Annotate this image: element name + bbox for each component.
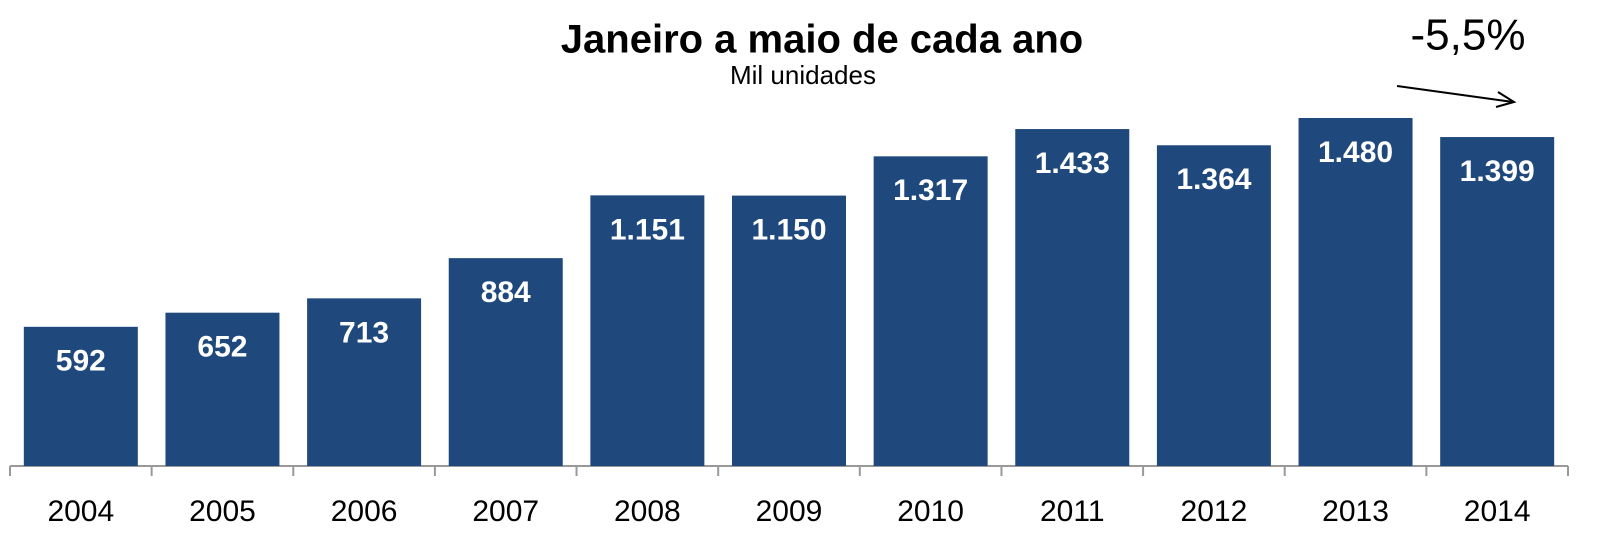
bar	[1015, 129, 1130, 467]
arrow	[1396, 85, 1517, 108]
annotation: -5,5%	[1411, 11, 1526, 60]
x-tick-label: 2014	[1464, 495, 1531, 528]
bar	[590, 195, 705, 466]
data-label: 1.151	[610, 213, 685, 246]
x-tick-label: 2005	[189, 495, 256, 528]
bar	[732, 195, 846, 466]
data-label: 1.317	[893, 174, 968, 207]
x-tick-label: 2006	[331, 495, 398, 528]
data-label: 592	[56, 345, 106, 378]
bar	[1440, 137, 1555, 466]
x-tick-label: 2008	[614, 495, 681, 528]
x-tick-label: 2004	[47, 495, 114, 528]
arrow-head	[1495, 91, 1517, 108]
data-label: 1.364	[1176, 163, 1251, 196]
bar	[165, 312, 280, 466]
bar	[448, 258, 563, 466]
arrow-line	[1396, 85, 1514, 103]
data-label: 1.150	[751, 214, 826, 247]
bar	[1298, 118, 1413, 466]
bar	[873, 156, 988, 466]
bar	[307, 298, 422, 466]
bar	[1156, 145, 1271, 466]
bar	[23, 326, 138, 466]
chart-subtitle: Mil unidades	[730, 60, 876, 90]
data-label: 1.480	[1318, 136, 1393, 169]
x-tick-label: 2010	[897, 495, 964, 528]
data-label: 713	[339, 316, 389, 349]
chart-title: Janeiro a maio de cada ano	[561, 18, 1083, 62]
data-label: 1.399	[1460, 155, 1535, 188]
x-tick-label: 2009	[756, 495, 823, 528]
x-tick-label: 2012	[1181, 495, 1248, 528]
data-label: 1.433	[1035, 147, 1110, 180]
x-tick-label: 2007	[472, 495, 539, 528]
x-tick-label: 2013	[1322, 495, 1389, 528]
data-label: 652	[197, 331, 247, 364]
x-tick-label: 2011	[1040, 495, 1105, 528]
data-label: 884	[481, 276, 531, 309]
